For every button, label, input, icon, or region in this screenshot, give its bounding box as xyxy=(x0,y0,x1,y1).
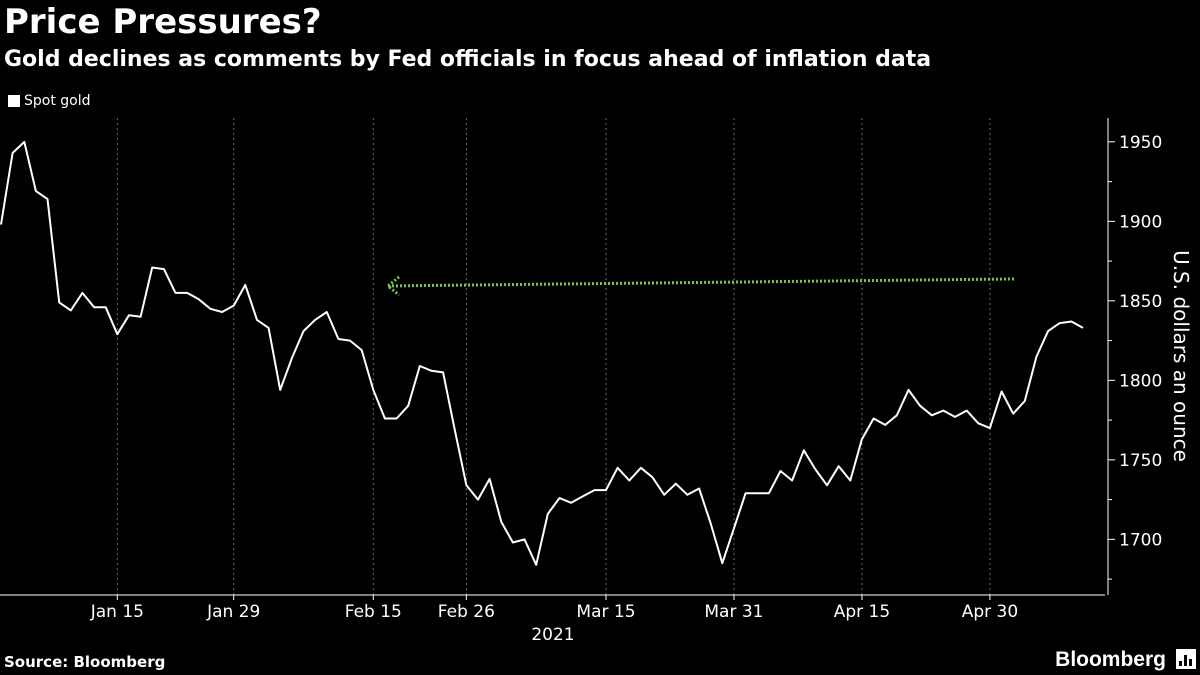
x-tick-label: Mar 15 xyxy=(576,602,635,622)
source-note: Source: Bloomberg xyxy=(4,653,166,671)
x-tick-label: Feb 15 xyxy=(345,602,402,622)
series-line-spot-gold xyxy=(0,140,1084,566)
legend-label-spot-gold: Spot gold xyxy=(24,93,91,109)
y-tick-label: 1800 xyxy=(1119,371,1162,391)
y-tick-label: 1900 xyxy=(1119,212,1162,232)
y-tick-label: 1850 xyxy=(1119,292,1162,312)
chart-subtitle: Gold declines as comments by Fed officia… xyxy=(4,47,932,72)
y-tick-label: 1750 xyxy=(1119,451,1162,471)
y-tick-label: 1700 xyxy=(1119,530,1162,550)
bloomberg-chart-icon xyxy=(1176,649,1196,669)
legend-swatch-spot-gold xyxy=(8,95,20,107)
x-tick-label: Feb 26 xyxy=(438,602,495,622)
series-layer xyxy=(0,140,1084,566)
x-tick-label: Jan 29 xyxy=(206,602,260,622)
annotation-arrow-shaft xyxy=(387,277,1015,288)
vertical-gridlines xyxy=(116,118,991,595)
y-tick-label: 1950 xyxy=(1119,133,1162,153)
annotation-layer xyxy=(385,275,1015,297)
annotation-arrow-head xyxy=(385,275,400,297)
y-axis-label: U.S. dollars an ounce xyxy=(1169,250,1193,462)
x-tick-label: Apr 30 xyxy=(962,602,1018,622)
legend: Spot gold xyxy=(8,92,91,110)
x-axis: Jan 15 Jan 29 Feb 15 Feb 26 Mar 15 Mar 31 Apr … xyxy=(0,594,1105,622)
chart-title: Price Pressures? xyxy=(4,2,322,42)
x-tick-label: Apr 15 xyxy=(834,602,890,622)
bloomberg-logo-text: Bloomberg xyxy=(1055,648,1166,671)
y-axis: 1700 1750 1800 1850 1900 1950 xyxy=(1107,118,1162,595)
x-tick-label: Mar 31 xyxy=(704,602,763,622)
x-axis-year-label: 2021 xyxy=(531,625,574,645)
x-tick-label: Jan 15 xyxy=(90,602,144,622)
